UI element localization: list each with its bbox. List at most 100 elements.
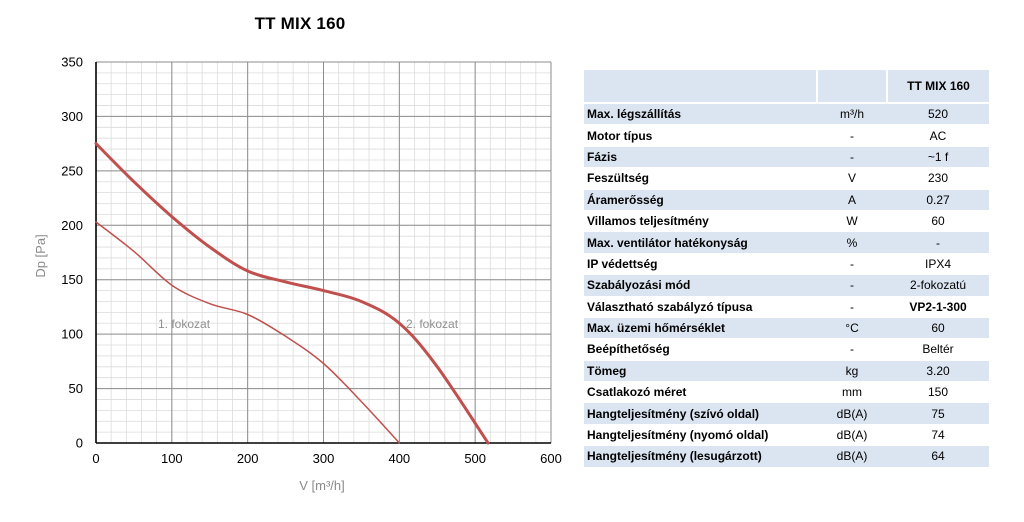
spec-unit: - — [817, 146, 887, 169]
table-header-row: TT MIX 160 — [584, 70, 989, 104]
spec-unit: dB(A) — [817, 424, 887, 447]
series-label-2: 2. fokozat — [406, 317, 459, 331]
spec-unit: V — [817, 167, 887, 190]
spec-value: 150 — [887, 381, 989, 404]
spec-value: 60 — [887, 210, 989, 233]
spec-value: 520 — [887, 103, 989, 126]
table-row: Hangteljesítmény (nyomó oldal) dB(A) 74 — [584, 424, 989, 447]
header-model: TT MIX 160 — [886, 70, 989, 104]
spec-value: ~1 f — [887, 146, 989, 169]
spec-unit: - — [817, 338, 887, 361]
spec-label: Hangteljesítmény (szívó oldal) — [584, 402, 817, 425]
spec-unit: dB(A) — [817, 445, 887, 468]
spec-unit: m³/h — [817, 103, 887, 126]
series-lines — [94, 142, 490, 445]
chart-title: TT MIX 160 — [254, 14, 346, 33]
spec-label: Hangteljesítmény (nyomó oldal) — [584, 424, 817, 447]
spec-value: 3.20 — [887, 360, 989, 383]
y-tick-label: 350 — [61, 55, 83, 70]
spec-unit: A — [817, 189, 887, 211]
table-row: Villamos teljesítmény W 60 — [584, 210, 989, 233]
spec-unit: - — [817, 253, 887, 276]
series-label-1: 1. fokozat — [158, 317, 211, 331]
spec-label: Szabályozási mód — [584, 274, 817, 297]
spec-unit: °C — [817, 317, 887, 340]
spec-label: Max. légszállítás — [584, 103, 817, 126]
spec-unit: - — [817, 296, 887, 318]
y-tick-label: 100 — [61, 327, 83, 342]
x-tick-label: 500 — [464, 451, 486, 466]
table-row: Fázis - ~1 f — [584, 146, 989, 169]
table-row: Beépíthetőség - Beltér — [584, 338, 989, 361]
table-row: Csatlakozó méret mm 150 — [584, 381, 989, 404]
spec-unit: W — [817, 210, 887, 233]
spec-label: Max. üzemi hőmérséklet — [584, 317, 817, 340]
spec-value: VP2-1-300 — [887, 296, 989, 318]
spec-value: 2-fokozatú — [887, 274, 989, 297]
spec-value: AC — [887, 124, 989, 147]
spec-label: Áramerősség — [584, 189, 817, 211]
spec-label: Hangteljesítmény (lesugárzott) — [584, 445, 817, 468]
spec-unit: kg — [817, 360, 887, 383]
y-tick-label: 0 — [76, 436, 83, 451]
spec-value: IPX4 — [887, 253, 989, 276]
spec-value: 0.27 — [887, 189, 989, 211]
x-tick-label: 100 — [161, 451, 183, 466]
spec-unit: dB(A) — [817, 402, 887, 425]
y-tick-label: 250 — [61, 163, 83, 178]
table-row: Motor típus - AC — [584, 124, 989, 147]
spec-unit: mm — [817, 381, 887, 404]
table-row: Max. légszállítás m³/h 520 — [584, 103, 989, 126]
x-tick-label: 300 — [313, 451, 335, 466]
spec-label: Fázis — [584, 146, 817, 169]
y-axis-label: Dp [Pa] — [33, 234, 48, 277]
spec-label: Max. ventilátor hatékonyság — [584, 231, 817, 254]
table-row: Tömeg kg 3.20 — [584, 360, 989, 383]
spec-label: Feszültség — [584, 167, 817, 190]
spec-value: 230 — [887, 167, 989, 190]
spec-table: TT MIX 160 Max. légszállítás m³/h 520 Motor … — [584, 70, 989, 468]
x-tick-label: 600 — [540, 451, 562, 466]
series-line-1 — [95, 221, 401, 444]
pressure-flow-chart: 0 100 200 300 400 500 600 0 50 100 150 200 250 300 350… — [33, 55, 562, 494]
table-row: Max. ventilátor hatékonyság% - — [584, 231, 989, 254]
y-tick-label: 200 — [61, 218, 83, 233]
spec-label: Választható szabályzó típusa — [584, 296, 817, 318]
grid-major — [95, 61, 552, 444]
table-row: Hangteljesítmény (lesugárzott) dB(A) 64 — [584, 445, 989, 468]
spec-value: Beltér — [887, 338, 989, 361]
table-row: IP védettség - IPX4 — [584, 253, 989, 276]
spec-label: Beépíthetőség — [584, 338, 817, 361]
spec-label: Tömeg — [584, 360, 817, 383]
spec-value: - — [887, 231, 989, 254]
spec-label: Motor típus — [584, 124, 817, 147]
spec-label: IP védettség — [584, 253, 817, 276]
spec-value: 60 — [887, 317, 989, 340]
spec-unit: % — [817, 231, 887, 254]
x-tick-label: 200 — [237, 451, 259, 466]
table-row: Választható szabályzó típusa - VP2-1-300 — [584, 296, 989, 318]
header-label — [584, 70, 817, 104]
spec-unit: - — [817, 274, 887, 297]
y-tick-label: 300 — [61, 109, 83, 124]
spec-label: Villamos teljesítmény — [584, 210, 817, 233]
spec-value: 75 — [887, 402, 989, 425]
axes — [95, 62, 551, 444]
spec-value: 74 — [887, 424, 989, 447]
spec-value: 64 — [887, 445, 989, 468]
table-row: Feszültség V 230 — [584, 167, 989, 190]
table-row: Áramerősség A 0.27 — [584, 189, 989, 211]
x-tick-label: 400 — [388, 451, 410, 466]
y-tick-label: 150 — [61, 272, 83, 287]
tick-labels: 0 100 200 300 400 500 600 0 50 100 150 200 250 300 350 — [61, 55, 562, 467]
x-tick-label: 0 — [92, 451, 99, 466]
spec-label: Csatlakozó méret — [584, 381, 817, 404]
spec-unit: - — [817, 124, 887, 147]
table-row: Hangteljesítmény (szívó oldal) dB(A) 75 — [584, 402, 989, 425]
table-row: Szabályozási mód -2-fokozatú — [584, 274, 989, 297]
x-axis-label: V [m³/h] — [299, 478, 345, 493]
series-line-2 — [94, 142, 490, 445]
y-tick-label: 50 — [69, 381, 83, 396]
table-row: Max. üzemi hőmérséklet °C 60 — [584, 317, 989, 340]
header-unit — [816, 70, 887, 104]
